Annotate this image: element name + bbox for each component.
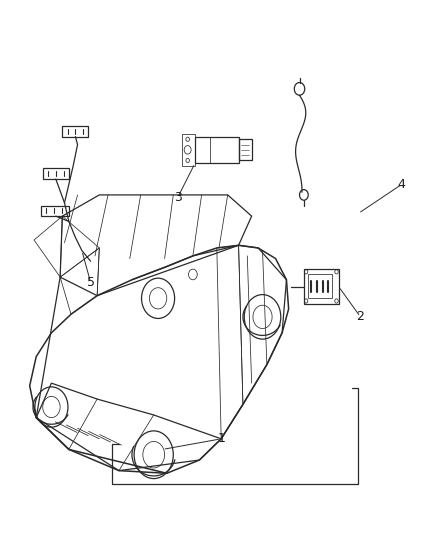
Text: 5: 5 bbox=[87, 276, 95, 289]
Text: 3: 3 bbox=[174, 191, 182, 204]
Text: 4: 4 bbox=[398, 178, 406, 191]
Text: 1: 1 bbox=[217, 432, 225, 446]
Text: 2: 2 bbox=[357, 310, 364, 324]
